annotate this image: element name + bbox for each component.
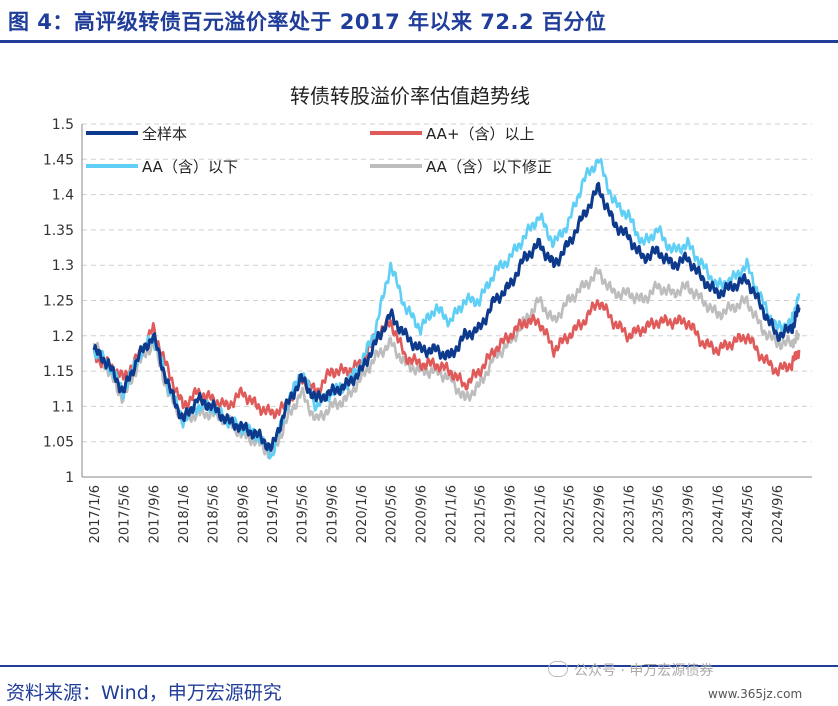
legend-label: 全样本 [142, 125, 187, 143]
x-tick-label: 2017/5/6 [117, 485, 132, 543]
watermark-text: 公众号 · 申万宏源债券 [574, 663, 714, 679]
x-tick-label: 2017/1/6 [88, 485, 103, 543]
watermark-site: www.365jz.com [708, 687, 803, 701]
y-tick-label: 1.25 [43, 294, 74, 310]
y-tick-label: 1.2 [52, 329, 74, 345]
x-tick-label: 2017/9/6 [147, 485, 162, 543]
bottom-rule [0, 665, 838, 667]
y-tick-label: 1.5 [52, 117, 74, 133]
y-tick-label: 1.4 [52, 188, 74, 204]
legend: 全样本 AA+（含）以上 AA（含）以下 AA（含）以下修正 [86, 125, 552, 176]
x-tick-label: 2023/9/6 [682, 485, 697, 543]
x-tick-label: 2022/9/6 [593, 485, 608, 543]
x-tick-label: 2018/1/6 [177, 485, 192, 543]
legend-label: AA（含）以下修正 [426, 158, 552, 176]
chart-title: 转债转股溢价率估值趋势线 [290, 84, 530, 108]
y-tick-label: 1.45 [43, 152, 74, 168]
x-tick-label: 2022/5/6 [563, 485, 578, 543]
series-line-0 [92, 181, 801, 452]
y-tick-label: 1.35 [43, 223, 74, 239]
chart: 转债转股溢价率估值趋势线 11.051.11.151.21.251.31.351… [43, 84, 812, 543]
x-tick-label: 2020/5/6 [385, 485, 400, 543]
x-tick-label: 2018/9/6 [236, 485, 251, 543]
x-tick-label: 2020/9/6 [415, 485, 430, 543]
legend-label: AA（含）以下 [142, 158, 238, 176]
legend-label: AA+（含）以上 [426, 125, 535, 143]
x-tick-label: 2023/5/6 [652, 485, 667, 543]
x-tick-label: 2019/9/6 [325, 485, 340, 543]
x-tick-label: 2019/5/6 [295, 485, 310, 543]
x-tick-label: 2024/1/6 [711, 485, 726, 543]
x-tick-label: 2024/9/6 [771, 485, 786, 543]
y-tick-label: 1.1 [52, 399, 74, 415]
figure-title: 图 4：高评级转债百元溢价率处于 2017 年以来 72.2 百分位 [8, 10, 607, 34]
source-note: 资料来源：Wind，申万宏源研究 [6, 682, 282, 704]
x-tick-label: 2022/1/6 [533, 485, 548, 543]
x-tick-label: 2020/1/6 [355, 485, 370, 543]
y-tick-label: 1 [65, 470, 74, 486]
x-tick-label: 2024/5/6 [741, 485, 756, 543]
y-tick-label: 1.05 [43, 435, 74, 451]
x-tick-label: 2018/5/6 [206, 485, 221, 543]
y-tick-label: 1.15 [43, 364, 74, 380]
x-tick-label: 2019/1/6 [266, 485, 281, 543]
watermark: 公众号 · 申万宏源债券 [548, 660, 713, 680]
x-tick-label: 2023/1/6 [622, 485, 637, 543]
series-lines [92, 158, 801, 460]
series-line-1 [92, 299, 801, 420]
y-tick-label: 1.3 [52, 258, 74, 274]
x-axis-ticks: 2017/1/6 2017/5/6 2017/9/6 2018/1/6 2018/5/6… [88, 485, 786, 543]
top-rule [0, 40, 838, 43]
x-tick-label: 2021/1/6 [444, 485, 459, 543]
y-axis-ticks: 1 1.05 1.1 1.15 1.2 1.25 1.3 1.35 1.4 1.45 1.5 [43, 117, 74, 486]
x-tick-label: 2021/5/6 [474, 485, 489, 543]
x-tick-label: 2021/9/6 [504, 485, 519, 543]
wechat-icon [548, 661, 568, 677]
